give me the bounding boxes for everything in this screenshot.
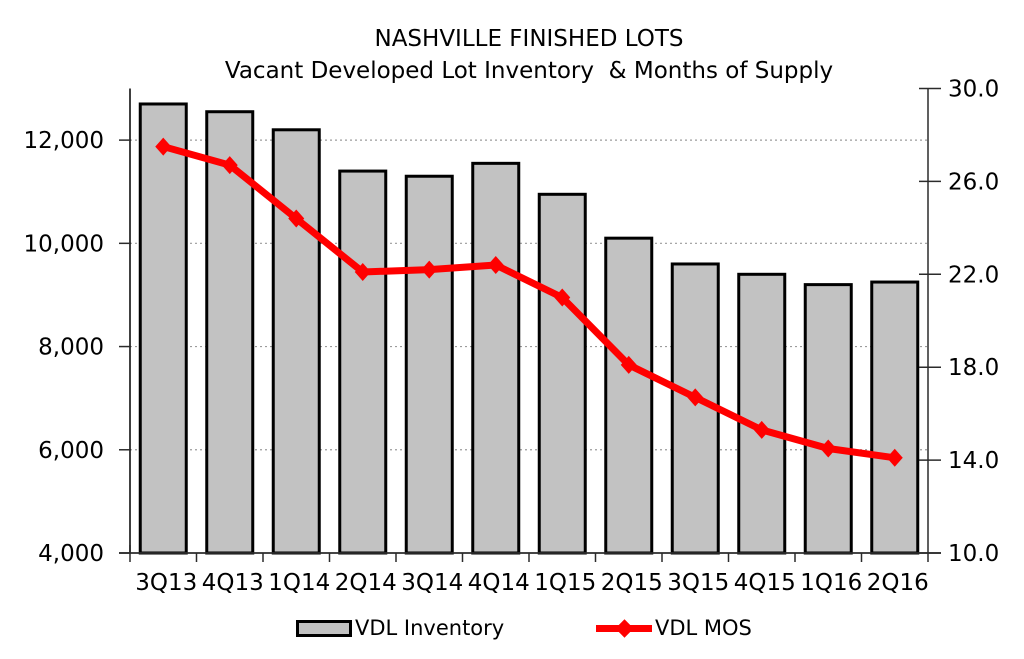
left-axis-label: 8,000 bbox=[38, 335, 104, 361]
left-axis-label: 4,000 bbox=[38, 541, 104, 567]
left-axis-label: 10,000 bbox=[24, 231, 104, 257]
bar-3Q14 bbox=[404, 174, 454, 555]
left-axis-label: 6,000 bbox=[38, 438, 104, 464]
bar-1Q16 bbox=[803, 283, 853, 555]
x-axis-label-1Q14: 1Q14 bbox=[268, 570, 330, 596]
legend-diamond-icon bbox=[615, 619, 634, 638]
line-legend-swatch bbox=[596, 618, 652, 638]
x-axis-label-2Q14: 2Q14 bbox=[335, 570, 397, 596]
marker-2Q16 bbox=[886, 448, 903, 467]
bar-4Q14 bbox=[471, 161, 521, 555]
x-axis-label-2Q15: 2Q15 bbox=[601, 570, 663, 596]
chart-subtitle: Vacant Developed Lot Inventory & Months … bbox=[224, 58, 834, 84]
x-axis-label-1Q16: 1Q16 bbox=[800, 570, 862, 596]
marker-1Q15 bbox=[554, 288, 571, 307]
bar-2Q16 bbox=[870, 280, 920, 555]
bar-1Q14 bbox=[271, 128, 321, 555]
marker-2Q14 bbox=[354, 262, 371, 281]
legend-item-vdl-mos: VDL MOS bbox=[596, 615, 752, 641]
right-axis-label: 30.0 bbox=[948, 77, 999, 103]
marker-1Q16 bbox=[820, 439, 837, 458]
bar-3Q13 bbox=[138, 102, 188, 555]
x-axis-label-3Q14: 3Q14 bbox=[401, 570, 463, 596]
bar-1Q15 bbox=[537, 192, 587, 555]
legend-item-vdl-inventory: VDL Inventory bbox=[296, 615, 504, 641]
right-axis-label: 10.0 bbox=[948, 541, 999, 567]
x-axis-label-2Q16: 2Q16 bbox=[867, 570, 929, 596]
x-axis-label-3Q15: 3Q15 bbox=[667, 570, 729, 596]
right-axis-label: 14.0 bbox=[948, 448, 999, 474]
vdl-mos-line bbox=[159, 143, 899, 462]
bar-legend-swatch bbox=[296, 619, 352, 637]
x-axis-label-4Q15: 4Q15 bbox=[734, 570, 796, 596]
marker-4Q13 bbox=[221, 156, 238, 175]
marker-1Q14 bbox=[288, 209, 305, 228]
bar-4Q15 bbox=[737, 272, 787, 555]
x-axis-label-1Q15: 1Q15 bbox=[534, 570, 596, 596]
marker-4Q14 bbox=[487, 256, 504, 275]
bar-2Q15 bbox=[604, 236, 654, 555]
bar-2Q14 bbox=[338, 169, 388, 555]
marker-3Q15 bbox=[687, 388, 704, 407]
right-axis-label: 18.0 bbox=[948, 355, 999, 381]
x-axis-label-4Q14: 4Q14 bbox=[468, 570, 530, 596]
x-axis-label-4Q13: 4Q13 bbox=[202, 570, 264, 596]
legend-label-vdl-inventory: VDL Inventory bbox=[355, 616, 505, 640]
marker-3Q13 bbox=[155, 137, 172, 156]
marker-4Q15 bbox=[753, 420, 770, 439]
bar-4Q13 bbox=[205, 110, 255, 555]
marker-3Q14 bbox=[421, 260, 438, 279]
left-axis-label: 12,000 bbox=[24, 128, 104, 154]
legend-label-vdl-mos: VDL MOS bbox=[655, 616, 752, 640]
chart-title: NASHVILLE FINISHED LOTS bbox=[374, 26, 684, 52]
marker-2Q15 bbox=[620, 355, 637, 374]
x-axis-label-3Q13: 3Q13 bbox=[135, 570, 197, 596]
right-axis-label: 26.0 bbox=[948, 169, 999, 195]
right-axis-label: 22.0 bbox=[948, 262, 999, 288]
